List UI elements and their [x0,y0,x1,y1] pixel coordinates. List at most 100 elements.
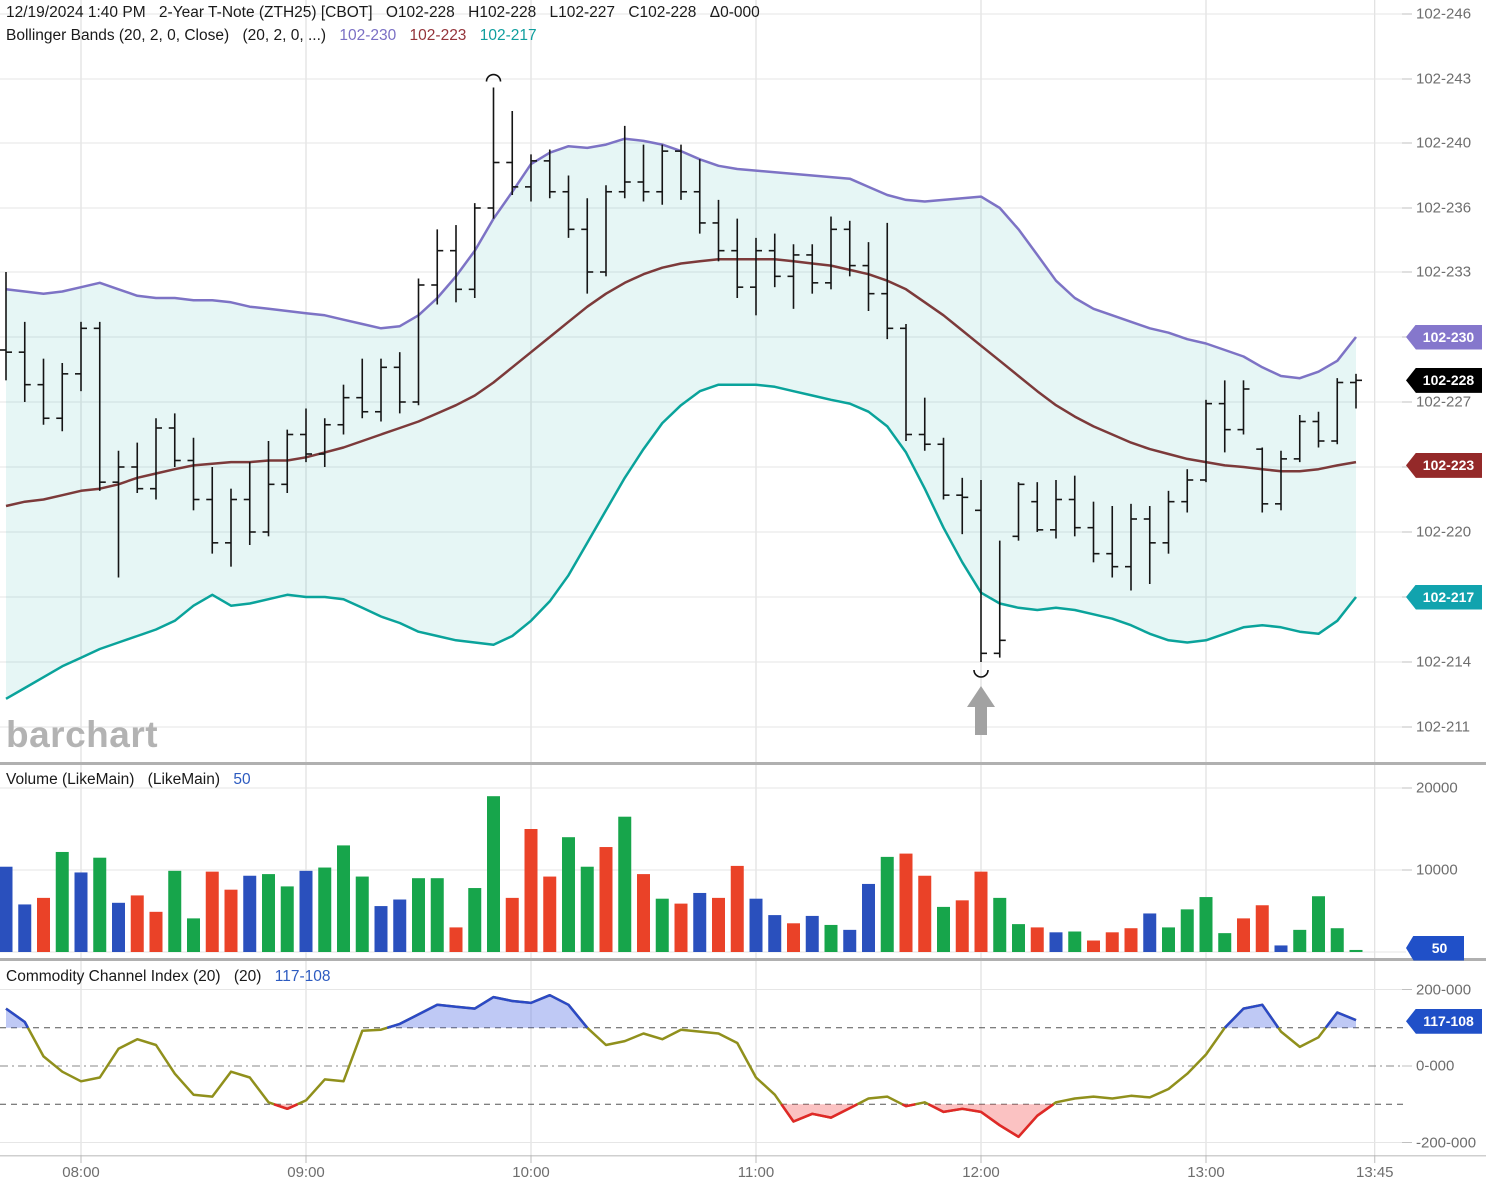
price-bar [300,408,312,463]
price-bar [656,144,669,205]
volume-bar [693,892,707,952]
bollinger-middle-band [5,257,1357,508]
volume-bar [1330,928,1344,952]
price-bar [543,149,556,199]
volume-bar [918,875,932,952]
price-bar [468,203,481,298]
cci-oversold-segment [927,1103,1055,1139]
cci-oversold-fill [781,1104,858,1122]
volume-bar [1274,945,1288,952]
volume-bar [449,927,463,952]
volume-bar [974,871,988,952]
cci-oversold-segment [901,1103,916,1108]
price-bar [843,220,856,277]
price-bar [731,218,744,298]
price-bar [1031,482,1044,532]
price-bar [187,437,200,511]
volume-bar [1030,927,1044,952]
price-bar [768,233,781,288]
legend-open: O102-228 [385,4,455,21]
volume-bar [112,902,125,952]
cci-overbought-segment [386,993,589,1029]
price-axis-label: 102-246 [1416,5,1472,23]
cci-legend: Commodity Channel Index (20) (20) 117-10… [6,968,339,986]
volume-bar [505,897,519,952]
time-axis-label: 11:00 [737,1164,775,1181]
volume-bar [1162,927,1175,952]
price-bar [712,199,725,262]
bollinger-middle-value: 102-223 [409,27,467,44]
volume-bar [655,898,669,952]
cci-overbought-fill [1325,1012,1356,1028]
legend-close: C102-228 [628,4,697,21]
volume-bar [337,845,350,952]
legend-low: L102-227 [549,4,616,21]
volume-bar [224,889,238,952]
price-bar [1218,380,1231,453]
volume-bar [824,924,838,952]
cci-overbought-segment [1324,1011,1357,1029]
price-bar [75,321,87,392]
volume-bar [37,897,50,952]
bollinger-params: (20, 2, 0, ...) [242,27,327,44]
cci-badge: 117-108 [1406,1008,1482,1034]
volume-bar [730,865,744,952]
price-badge: 102-223 [1406,452,1482,478]
price-bar [1181,469,1194,513]
price-axis-label: 102-233 [1416,263,1472,281]
cci-axis-label: 200-000 [1416,981,1472,998]
volume-bar [299,870,313,952]
volume-bar [787,923,800,952]
price-bar [131,442,144,493]
volume-bar [580,866,594,952]
price-bar [1350,373,1362,409]
price-bar [1200,399,1212,483]
volume-bar [1255,905,1269,952]
price-bar [1312,411,1325,448]
volume-bar [1105,932,1119,952]
volume-badge: 50 [1406,935,1464,961]
volume-bar [862,883,875,952]
volume-bar [243,875,257,952]
volume-bar [318,867,332,952]
price-axis-label: 102-236 [1416,199,1472,217]
price-bar [150,418,162,500]
legend-datetime: 12/19/2024 1:40 PM [6,4,146,21]
volume-bar [130,895,144,952]
volume-bar [899,853,913,952]
cci-oversold-segment [780,1103,858,1123]
price-bar [1237,380,1250,435]
price-bar [1162,490,1175,554]
volume-bar [412,878,425,952]
volume-bar [1087,940,1100,952]
volume-bar [1199,897,1213,952]
volume-legend: Volume (LikeMain) (LikeMain) 50 [6,771,260,789]
cci-overbought-segment [1223,1003,1280,1029]
volume-value: 50 [233,771,251,788]
price-bar [0,272,12,381]
volume-bar [355,876,369,952]
price-bar [637,144,650,202]
price-bar [787,244,800,309]
volume-bar [168,870,182,952]
volume-bar [1124,928,1138,952]
price-bar [1125,503,1137,591]
price-bar [956,477,969,535]
volume-bar [1180,909,1194,952]
low-arc-marker [973,669,989,678]
volume-bar [0,866,13,952]
cci-oversold-segment [273,1103,299,1111]
price-badge: 102-217 [1406,584,1482,610]
price-bar [900,324,912,441]
volume-bar [1218,933,1232,952]
price-bar [1293,415,1306,463]
volume-axis-label: 10000 [1416,861,1458,879]
volume-bar [937,906,950,952]
cci-axis-label: 0-000 [1416,1057,1455,1075]
high-arc-marker [485,73,502,82]
volume-bar [1293,929,1307,952]
barchart-watermark: barchart [6,714,159,755]
volume-bar [674,903,688,952]
volume-bar [843,929,857,952]
